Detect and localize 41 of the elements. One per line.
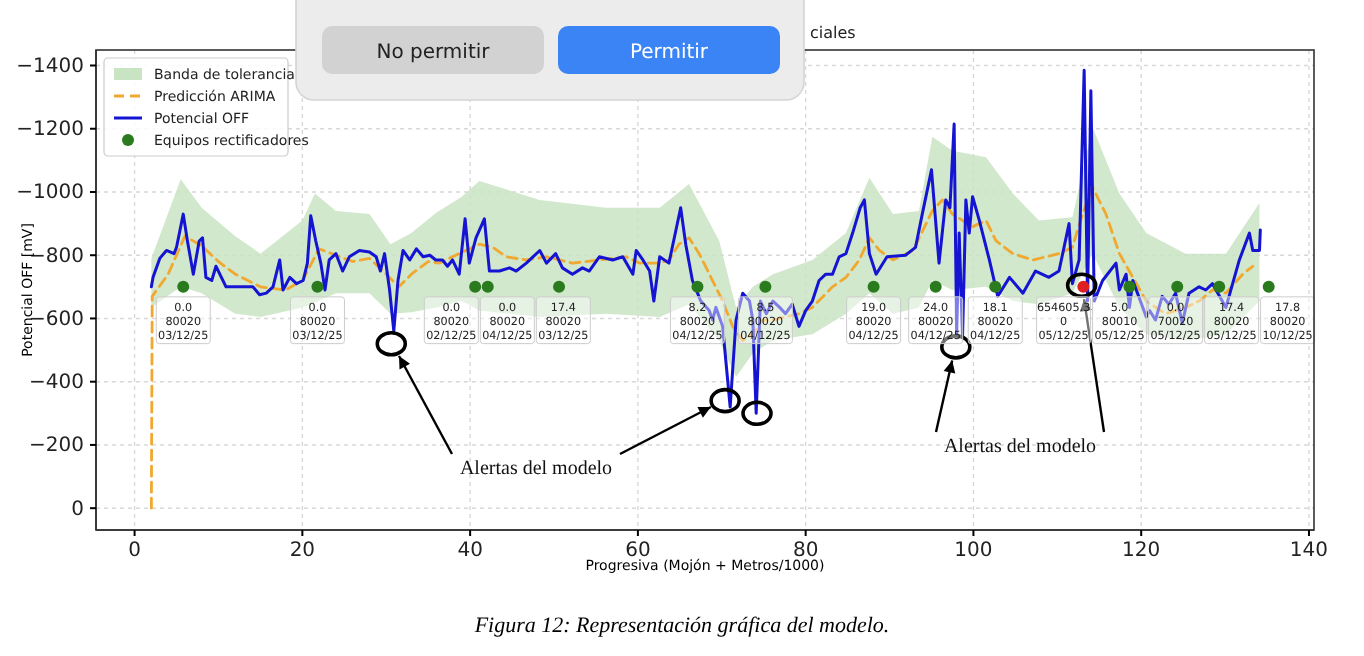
point — [1065, 272, 1098, 299]
annotation: Permitir — [629, 42, 710, 64]
text: Figura 12: Representación gráfica del modelo. — [472, 614, 890, 638]
point — [481, 280, 494, 293]
annotation: Alertas del modelo — [459, 458, 613, 480]
y-tick-label: −1400 — [16, 55, 84, 78]
point — [929, 280, 942, 293]
x-tick-label: 20 — [289, 540, 316, 563]
x-tick-label: 140 — [1289, 540, 1329, 563]
x-tick-label: 100 — [954, 540, 993, 563]
point — [867, 280, 880, 293]
y-tick-label: −200 — [29, 435, 84, 458]
point — [741, 400, 773, 427]
point — [553, 280, 566, 293]
x-tick-label: 40 — [457, 540, 483, 563]
point — [311, 280, 324, 293]
y-tick-label: −1200 — [16, 119, 84, 142]
annotation: No permitir — [376, 42, 492, 64]
point — [177, 280, 190, 293]
chart-title: ciales — [810, 24, 856, 42]
point — [759, 280, 772, 293]
point — [1262, 280, 1275, 293]
point — [469, 280, 482, 293]
point — [1171, 280, 1184, 293]
point — [691, 280, 704, 293]
y-tick-label: −1000 — [16, 182, 84, 205]
annotation: Alertas del modelo — [943, 436, 1097, 458]
button: No permitir — [322, 26, 544, 74]
y-tick-label: −800 — [29, 245, 84, 268]
point — [1123, 280, 1136, 293]
line-series — [149, 185, 1255, 510]
point — [1213, 280, 1226, 293]
x-tick-label: 120 — [1122, 540, 1161, 563]
button: Permitir — [558, 26, 780, 74]
x-tick-label: 0 — [128, 540, 141, 563]
point — [375, 330, 408, 357]
point — [989, 280, 1002, 293]
y-tick-label: 0 — [71, 498, 84, 521]
y-tick-label: −400 — [29, 372, 84, 395]
y-tick-label: −600 — [29, 308, 84, 331]
point — [709, 387, 741, 414]
